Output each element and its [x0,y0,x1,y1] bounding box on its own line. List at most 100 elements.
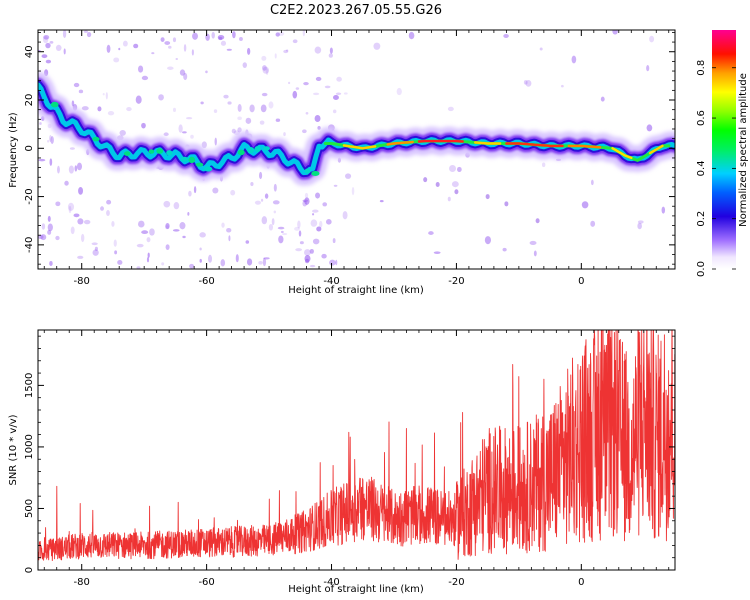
noise-speckle [106,44,111,53]
noise-speckle [190,134,194,139]
noise-speckle [539,47,543,51]
colorbar-tick-label: 0.8 [696,60,707,76]
noise-speckle [188,190,192,197]
noise-speckle [335,259,338,266]
noise-speckle [212,187,219,194]
spectrogram-x-tick-label: -60 [198,276,214,287]
noise-speckle [45,42,51,49]
noise-speckle [321,253,327,259]
noise-speckle [76,162,83,171]
colorbar-tick-label: 0.6 [696,110,707,126]
snr-x-tick-label: 0 [578,577,584,588]
ridge-hot-blob [148,149,155,154]
noise-speckle [305,258,310,264]
noise-speckle [213,109,218,113]
noise-speckle [260,104,267,113]
noise-speckle [590,220,596,227]
noise-speckle [69,147,75,150]
noise-speckle [319,220,323,228]
noise-speckle [260,198,264,202]
noise-speckle [146,257,150,263]
ridge-hot-blob [311,170,320,176]
noise-speckle [302,129,307,134]
noise-speckle [118,47,121,51]
noise-speckle [63,48,66,55]
snr-x-tick-label: -40 [323,577,339,588]
noise-speckle [336,76,342,82]
noise-speckle [47,139,50,143]
noise-speckle [83,219,91,225]
noise-speckle [246,258,253,266]
noise-speckle [646,124,653,132]
noise-speckle [259,171,263,180]
noise-speckle [77,218,84,225]
noise-speckle [71,100,75,107]
noise-speckle [299,241,304,245]
spectrogram-y-tick-label: -40 [24,237,35,253]
noise-speckle [191,49,194,56]
noise-speckle [329,259,336,266]
noise-speckle [304,192,309,199]
noise-speckle [100,206,104,211]
noise-speckle [161,262,165,266]
noise-speckle [187,211,190,216]
noise-speckle [160,37,165,43]
noise-speckle [242,62,247,69]
noise-speckle [484,236,491,245]
spectrogram-x-tick-label: -40 [323,276,339,287]
snr-x-tick-label: -60 [198,577,214,588]
noise-speckle [64,180,69,186]
noise-speckle [612,30,618,35]
noise-speckle [189,263,195,269]
noise-speckle [523,80,528,85]
noise-speckle [193,186,197,194]
noise-speckle [646,65,650,72]
noise-speckle [268,223,274,231]
noise-speckle [288,81,291,85]
noise-speckle [91,242,98,246]
noise-speckle [312,209,319,213]
noise-speckle [74,165,78,172]
ridge-peak-segment [648,144,664,155]
noise-speckle [305,111,309,115]
noise-speckle [283,132,286,137]
noise-speckle [141,75,149,81]
spectrogram-x-tick-label: -80 [74,276,90,287]
noise-speckle [295,248,302,252]
noise-speckle [581,201,589,209]
noise-speckle [245,240,250,244]
noise-speckle [201,141,207,149]
noise-speckle [105,92,108,100]
noise-speckle [113,239,117,247]
noise-speckle [309,248,314,254]
spectrogram-x-axis-label: Height of straight line (km) [288,285,424,296]
noise-speckle [661,206,666,214]
noise-speckle [119,129,126,136]
noise-speckle [237,127,242,133]
noise-speckle [147,252,150,258]
colorbar-ticks: 0.0 0.2 0.4 0.6 0.8 [696,60,736,277]
noise-speckle [333,94,339,100]
noise-speckle [274,53,277,59]
noise-speckle [302,199,308,203]
ridge-peak-segment [342,144,377,150]
noise-speckle [126,107,132,112]
noise-speckle [94,246,98,252]
noise-speckle [332,238,336,244]
snr-x-tick-label: -80 [74,577,90,588]
noise-speckle [271,218,275,226]
noise-speckle [317,126,321,130]
spectrogram-x-tick-label: -20 [448,276,464,287]
noise-speckle [183,44,187,52]
noise-speckle [67,202,75,211]
noise-speckle [292,90,298,99]
noise-speckle [315,192,321,199]
snr-x-axis-label: Height of straight line (km) [288,584,424,595]
noise-speckle [258,260,263,265]
noise-speckle [111,221,115,227]
noise-speckle [649,35,655,43]
colorbar: 0.0 0.2 0.4 0.6 0.8 Normalized spectral ampl… [696,30,749,277]
noise-speckle [165,222,170,229]
noise-speckle [77,255,84,259]
noise-speckle [571,55,577,64]
